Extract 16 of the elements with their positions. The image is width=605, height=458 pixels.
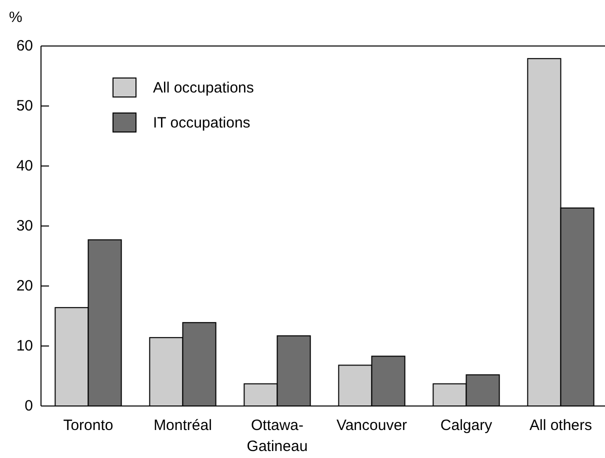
y-tick-label: 40 bbox=[16, 158, 33, 174]
y-tick-label: 30 bbox=[16, 218, 33, 234]
y-tick-label: 10 bbox=[16, 338, 33, 354]
x-tick-label: Ottawa- Gatineau bbox=[246, 417, 308, 455]
y-tick-label: 20 bbox=[16, 278, 33, 294]
y-tick-label: 60 bbox=[16, 38, 33, 54]
x-tick-label: Vancouver bbox=[336, 417, 408, 434]
x-tick-label: Montréal bbox=[154, 417, 212, 434]
y-axis-title: % bbox=[9, 9, 22, 26]
x-tick-label: All others bbox=[529, 417, 592, 434]
legend-label: All occupations bbox=[153, 80, 254, 96]
y-tick-label: 50 bbox=[16, 98, 33, 114]
x-tick-label: Calgary bbox=[440, 417, 493, 434]
legend-label: IT occupations bbox=[153, 114, 250, 132]
x-tick-label: Toronto bbox=[63, 417, 114, 434]
y-tick-label: 0 bbox=[24, 398, 33, 414]
